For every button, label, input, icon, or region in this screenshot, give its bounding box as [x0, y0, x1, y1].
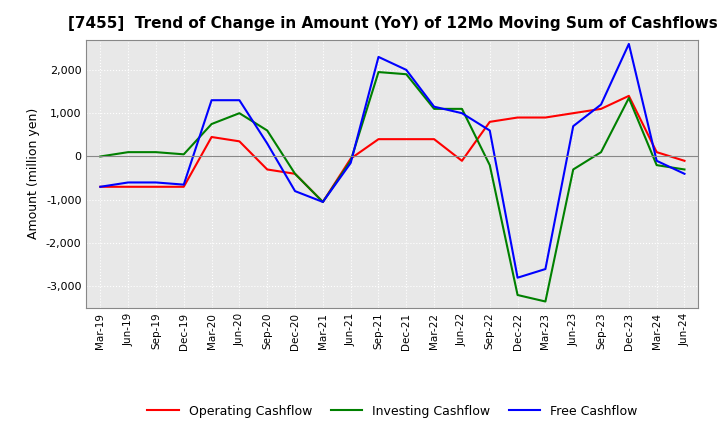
- Operating Cashflow: [652, 150, 661, 155]
- Operating Cashflow: [513, 115, 522, 120]
- Free Cashflow: [430, 104, 438, 109]
- Investing Cashflow: [430, 106, 438, 111]
- Line: Free Cashflow: Free Cashflow: [100, 44, 685, 278]
- Investing Cashflow: [680, 167, 689, 172]
- Investing Cashflow: [291, 171, 300, 176]
- Free Cashflow: [541, 266, 550, 271]
- Line: Investing Cashflow: Investing Cashflow: [100, 72, 685, 301]
- Investing Cashflow: [263, 128, 271, 133]
- Free Cashflow: [346, 160, 355, 165]
- Investing Cashflow: [179, 152, 188, 157]
- Investing Cashflow: [652, 162, 661, 168]
- Free Cashflow: [124, 180, 132, 185]
- Operating Cashflow: [235, 139, 243, 144]
- Operating Cashflow: [458, 158, 467, 163]
- Operating Cashflow: [485, 119, 494, 125]
- Investing Cashflow: [624, 95, 633, 101]
- Operating Cashflow: [124, 184, 132, 190]
- Operating Cashflow: [374, 136, 383, 142]
- Operating Cashflow: [624, 93, 633, 99]
- Free Cashflow: [652, 158, 661, 163]
- Operating Cashflow: [680, 158, 689, 163]
- Investing Cashflow: [374, 70, 383, 75]
- Operating Cashflow: [346, 156, 355, 161]
- Free Cashflow: [569, 124, 577, 129]
- Title: [7455]  Trend of Change in Amount (YoY) of 12Mo Moving Sum of Cashflows: [7455] Trend of Change in Amount (YoY) o…: [68, 16, 717, 32]
- Free Cashflow: [235, 98, 243, 103]
- Investing Cashflow: [513, 292, 522, 297]
- Operating Cashflow: [152, 184, 161, 190]
- Investing Cashflow: [346, 158, 355, 163]
- Free Cashflow: [207, 98, 216, 103]
- Investing Cashflow: [485, 162, 494, 168]
- Legend: Operating Cashflow, Investing Cashflow, Free Cashflow: Operating Cashflow, Investing Cashflow, …: [143, 400, 642, 422]
- Free Cashflow: [513, 275, 522, 280]
- Investing Cashflow: [152, 150, 161, 155]
- Free Cashflow: [152, 180, 161, 185]
- Operating Cashflow: [597, 106, 606, 111]
- Free Cashflow: [374, 54, 383, 59]
- Investing Cashflow: [124, 150, 132, 155]
- Investing Cashflow: [235, 110, 243, 116]
- Operating Cashflow: [263, 167, 271, 172]
- Free Cashflow: [402, 67, 410, 73]
- Operating Cashflow: [318, 199, 327, 205]
- Operating Cashflow: [291, 171, 300, 176]
- Investing Cashflow: [207, 121, 216, 127]
- Free Cashflow: [680, 171, 689, 176]
- Operating Cashflow: [402, 136, 410, 142]
- Operating Cashflow: [430, 136, 438, 142]
- Investing Cashflow: [402, 72, 410, 77]
- Operating Cashflow: [207, 134, 216, 139]
- Free Cashflow: [624, 41, 633, 47]
- Free Cashflow: [485, 128, 494, 133]
- Investing Cashflow: [318, 199, 327, 205]
- Free Cashflow: [179, 182, 188, 187]
- Operating Cashflow: [179, 184, 188, 190]
- Investing Cashflow: [458, 106, 467, 111]
- Free Cashflow: [318, 199, 327, 205]
- Investing Cashflow: [541, 299, 550, 304]
- Free Cashflow: [263, 141, 271, 146]
- Free Cashflow: [96, 184, 104, 190]
- Free Cashflow: [597, 102, 606, 107]
- Investing Cashflow: [569, 167, 577, 172]
- Y-axis label: Amount (million yen): Amount (million yen): [27, 108, 40, 239]
- Free Cashflow: [291, 188, 300, 194]
- Operating Cashflow: [569, 110, 577, 116]
- Investing Cashflow: [597, 150, 606, 155]
- Investing Cashflow: [96, 154, 104, 159]
- Operating Cashflow: [96, 184, 104, 190]
- Free Cashflow: [458, 110, 467, 116]
- Line: Operating Cashflow: Operating Cashflow: [100, 96, 685, 202]
- Operating Cashflow: [541, 115, 550, 120]
